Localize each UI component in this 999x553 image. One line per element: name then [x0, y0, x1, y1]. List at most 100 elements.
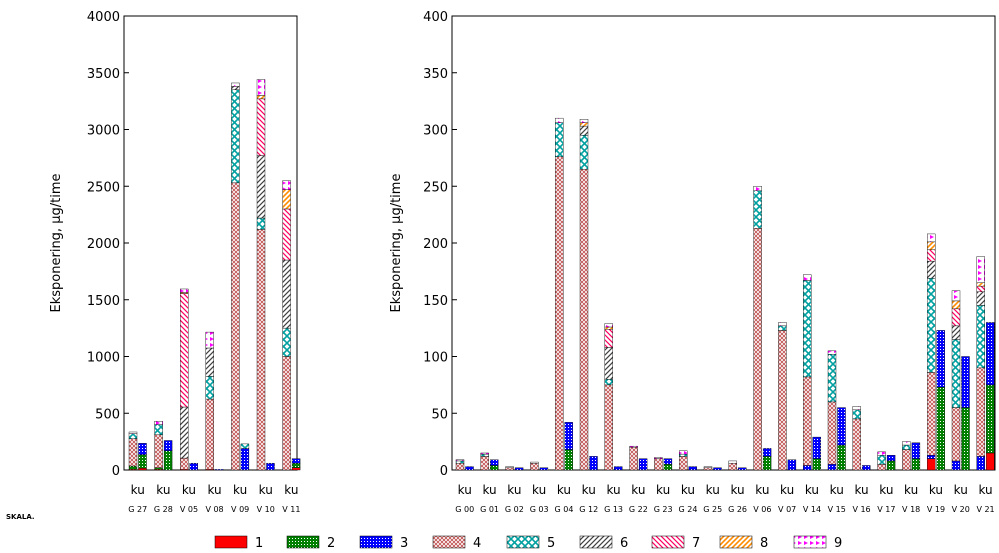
bar-segment — [205, 376, 215, 400]
x-category-label: ku — [706, 483, 720, 497]
legend-label: 8 — [760, 536, 768, 551]
bar-segment — [728, 460, 737, 464]
legend-label: 5 — [547, 536, 555, 551]
bar-segment — [927, 260, 936, 279]
bar-segment — [976, 285, 985, 293]
bar-segment — [852, 418, 861, 471]
y-tick-label: 350 — [423, 67, 448, 82]
bar-segment — [530, 462, 539, 471]
x-station-label: V 10 — [257, 505, 275, 514]
bar-segment — [688, 466, 697, 471]
bar-segment — [679, 456, 688, 471]
y-tick-label: 250 — [423, 180, 448, 195]
bar-segment — [762, 448, 772, 457]
bar-segment — [163, 450, 173, 471]
bar-segment — [902, 441, 911, 446]
bar-segment — [862, 465, 871, 471]
y-tick-label: 0 — [440, 464, 448, 479]
y-tick-label: 1500 — [87, 294, 120, 309]
x-station-label: V 14 — [803, 505, 821, 514]
bar-segment — [465, 466, 474, 471]
x-station-label: G 13 — [604, 505, 623, 514]
x-category-label: ku — [879, 483, 893, 497]
x-station-label: G 25 — [703, 505, 722, 514]
bar-segment — [911, 458, 921, 471]
x-category-label: ku — [606, 483, 620, 497]
bar-segment — [555, 122, 564, 157]
x-station-label: V 06 — [753, 505, 771, 514]
legend-swatch — [719, 535, 753, 549]
bar-segment — [256, 229, 266, 471]
bar-segment — [555, 156, 564, 471]
bar-segment — [778, 325, 787, 331]
bar-segment — [564, 422, 573, 450]
bar-segment — [886, 455, 896, 462]
x-category-label: ku — [904, 483, 918, 497]
y-tick-label: 500 — [95, 407, 120, 422]
bar-segment — [128, 465, 138, 470]
bar-segment — [480, 456, 489, 471]
bar-segment — [614, 466, 623, 471]
bar-segment — [205, 331, 215, 349]
bar-segment — [629, 445, 638, 448]
legend-label: 4 — [473, 536, 481, 551]
bar-segment — [753, 228, 762, 471]
bar-segment — [291, 467, 301, 471]
y-tick-label: 50 — [431, 407, 448, 422]
bar-segment — [256, 79, 266, 96]
chart-legend: 1 2 3 4 5 6 7 8 9 — [214, 535, 842, 551]
bar-segment — [902, 444, 911, 450]
bar-segment — [282, 189, 291, 210]
bar-segment — [803, 376, 812, 466]
bar-segment — [936, 330, 945, 388]
bar-segment — [480, 452, 489, 455]
bar-segment — [138, 468, 147, 471]
x-station-label: G 03 — [530, 505, 549, 514]
bar-segment — [976, 256, 985, 283]
plot-frame — [451, 15, 996, 471]
bar-segment — [986, 384, 995, 454]
bar-segment — [256, 217, 266, 230]
bar-segment — [961, 356, 970, 408]
bar-segment — [128, 433, 138, 439]
bar-segment — [240, 443, 250, 449]
bar-segment — [762, 456, 772, 471]
bar-segment — [812, 458, 821, 471]
x-station-label: G 01 — [480, 505, 499, 514]
x-station-label: G 12 — [579, 505, 598, 514]
x-category-label: ku — [582, 483, 596, 497]
x-category-label: ku — [830, 483, 844, 497]
x-station-label: V 18 — [902, 505, 920, 514]
x-station-label: G 23 — [654, 505, 673, 514]
legend-swatch — [651, 535, 685, 549]
bar-segment — [256, 98, 266, 156]
x-station-label: V 21 — [976, 505, 994, 514]
bar-segment — [282, 259, 291, 329]
bar-segment — [837, 444, 846, 471]
skala-label: SKALA. — [6, 513, 35, 521]
bar-segment — [455, 459, 465, 462]
x-category-label: ku — [681, 483, 695, 497]
bar-segment — [231, 89, 240, 184]
bar-segment — [927, 458, 936, 471]
bar-segment — [163, 440, 173, 451]
bar-segment — [787, 459, 797, 471]
x-station-label: G 27 — [128, 505, 147, 514]
bar-segment — [231, 82, 240, 87]
y-tick-label: 2000 — [87, 237, 120, 252]
y-tick-label: 300 — [423, 124, 448, 139]
y-tick-label: 3000 — [87, 124, 120, 139]
bar-segment — [231, 182, 240, 471]
bar-segment — [604, 384, 613, 471]
x-station-label: V 08 — [205, 505, 223, 514]
bar-segment — [911, 442, 921, 459]
x-station-label: G 04 — [554, 505, 573, 514]
bar-segment — [951, 460, 961, 471]
bar-segment — [827, 401, 837, 465]
x-station-label: G 24 — [678, 505, 697, 514]
bar-segment — [154, 467, 163, 470]
bar-segment — [877, 451, 886, 456]
legend-swatch — [286, 535, 320, 549]
bar-segment — [886, 460, 896, 471]
bar-segment — [976, 291, 985, 306]
